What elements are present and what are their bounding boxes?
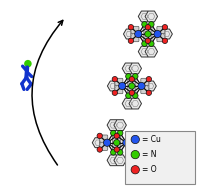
Circle shape [125, 74, 131, 79]
Circle shape [112, 77, 117, 82]
Polygon shape [138, 11, 150, 22]
Circle shape [145, 77, 151, 82]
FancyBboxPatch shape [114, 86, 122, 94]
Circle shape [118, 82, 125, 90]
Text: = O: = O [141, 165, 156, 174]
Circle shape [144, 31, 150, 37]
Circle shape [24, 60, 32, 67]
Circle shape [128, 38, 133, 43]
Circle shape [153, 30, 160, 38]
Circle shape [114, 133, 119, 139]
FancyBboxPatch shape [99, 142, 107, 150]
Polygon shape [113, 120, 126, 131]
FancyBboxPatch shape [125, 131, 194, 184]
Circle shape [141, 22, 147, 27]
FancyBboxPatch shape [125, 142, 133, 150]
Circle shape [129, 90, 134, 95]
Text: = Cu: = Cu [141, 135, 160, 144]
Polygon shape [128, 98, 141, 109]
Circle shape [103, 139, 110, 146]
Circle shape [141, 41, 147, 46]
Circle shape [145, 38, 150, 43]
FancyBboxPatch shape [156, 26, 164, 34]
Circle shape [130, 166, 139, 174]
Circle shape [132, 93, 137, 98]
Polygon shape [122, 98, 134, 109]
Circle shape [132, 74, 137, 79]
Circle shape [130, 150, 139, 159]
Polygon shape [144, 46, 157, 57]
Circle shape [125, 93, 131, 98]
Circle shape [148, 22, 153, 27]
Circle shape [145, 90, 151, 95]
Circle shape [130, 147, 136, 152]
Circle shape [137, 82, 144, 90]
Polygon shape [138, 46, 150, 57]
Polygon shape [92, 138, 103, 148]
Circle shape [112, 90, 117, 95]
Circle shape [110, 149, 116, 155]
FancyBboxPatch shape [156, 34, 164, 42]
Text: = N: = N [141, 150, 155, 159]
Polygon shape [107, 81, 118, 91]
Polygon shape [122, 63, 134, 74]
Circle shape [162, 25, 167, 30]
Circle shape [148, 41, 153, 46]
Circle shape [97, 133, 102, 139]
FancyBboxPatch shape [114, 78, 122, 86]
Circle shape [113, 139, 119, 146]
Circle shape [145, 25, 150, 30]
FancyBboxPatch shape [127, 78, 135, 86]
Polygon shape [107, 120, 119, 131]
FancyBboxPatch shape [125, 135, 133, 143]
Circle shape [97, 147, 102, 152]
FancyBboxPatch shape [127, 86, 135, 94]
Polygon shape [129, 138, 140, 148]
FancyBboxPatch shape [130, 34, 138, 42]
Polygon shape [123, 29, 134, 39]
FancyBboxPatch shape [130, 26, 138, 34]
Circle shape [128, 83, 134, 89]
Polygon shape [144, 11, 157, 22]
FancyBboxPatch shape [99, 135, 107, 143]
FancyBboxPatch shape [112, 135, 120, 143]
FancyBboxPatch shape [143, 26, 151, 34]
FancyBboxPatch shape [140, 86, 148, 94]
Polygon shape [113, 155, 126, 166]
Circle shape [162, 38, 167, 43]
Circle shape [130, 133, 136, 139]
Circle shape [129, 77, 134, 82]
Polygon shape [160, 29, 172, 39]
Circle shape [130, 135, 139, 144]
FancyBboxPatch shape [143, 34, 151, 42]
Polygon shape [128, 63, 141, 74]
Polygon shape [107, 155, 119, 166]
Circle shape [110, 130, 116, 136]
Polygon shape [144, 81, 156, 91]
Circle shape [128, 25, 133, 30]
FancyBboxPatch shape [112, 142, 120, 150]
Circle shape [114, 147, 119, 152]
FancyBboxPatch shape [140, 78, 148, 86]
Circle shape [117, 149, 122, 155]
Circle shape [117, 130, 122, 136]
Circle shape [122, 139, 129, 146]
Circle shape [134, 30, 141, 38]
